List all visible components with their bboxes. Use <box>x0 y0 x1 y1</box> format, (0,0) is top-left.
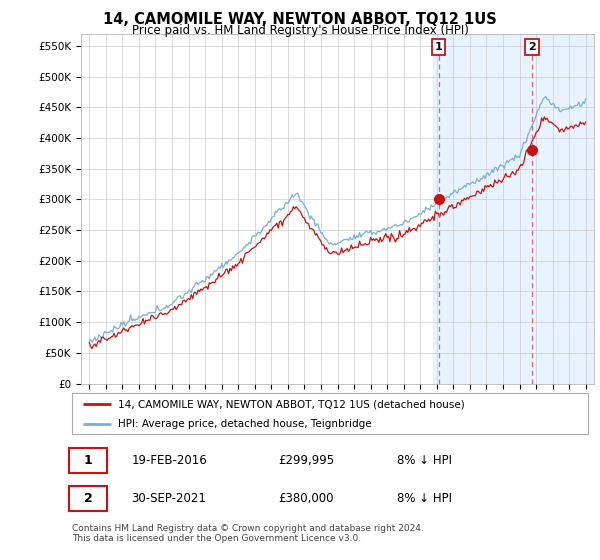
Text: 1: 1 <box>83 454 92 467</box>
Text: 1: 1 <box>435 42 443 52</box>
Text: Contains HM Land Registry data © Crown copyright and database right 2024.
This d: Contains HM Land Registry data © Crown c… <box>72 524 424 543</box>
Text: 2: 2 <box>83 492 92 505</box>
Text: £299,995: £299,995 <box>278 454 335 467</box>
Text: 30-SEP-2021: 30-SEP-2021 <box>131 492 206 505</box>
Text: 8% ↓ HPI: 8% ↓ HPI <box>397 454 452 467</box>
Text: HPI: Average price, detached house, Teignbridge: HPI: Average price, detached house, Teig… <box>118 419 372 429</box>
Text: £380,000: £380,000 <box>278 492 334 505</box>
Text: 14, CAMOMILE WAY, NEWTON ABBOT, TQ12 1US: 14, CAMOMILE WAY, NEWTON ABBOT, TQ12 1US <box>103 12 497 27</box>
Text: 2: 2 <box>528 42 536 52</box>
FancyBboxPatch shape <box>70 448 107 473</box>
Bar <box>433 34 594 384</box>
Text: 8% ↓ HPI: 8% ↓ HPI <box>397 492 452 505</box>
Text: 19-FEB-2016: 19-FEB-2016 <box>131 454 207 467</box>
Text: 14, CAMOMILE WAY, NEWTON ABBOT, TQ12 1US (detached house): 14, CAMOMILE WAY, NEWTON ABBOT, TQ12 1US… <box>118 399 465 409</box>
FancyBboxPatch shape <box>70 486 107 511</box>
Text: Price paid vs. HM Land Registry's House Price Index (HPI): Price paid vs. HM Land Registry's House … <box>131 24 469 36</box>
